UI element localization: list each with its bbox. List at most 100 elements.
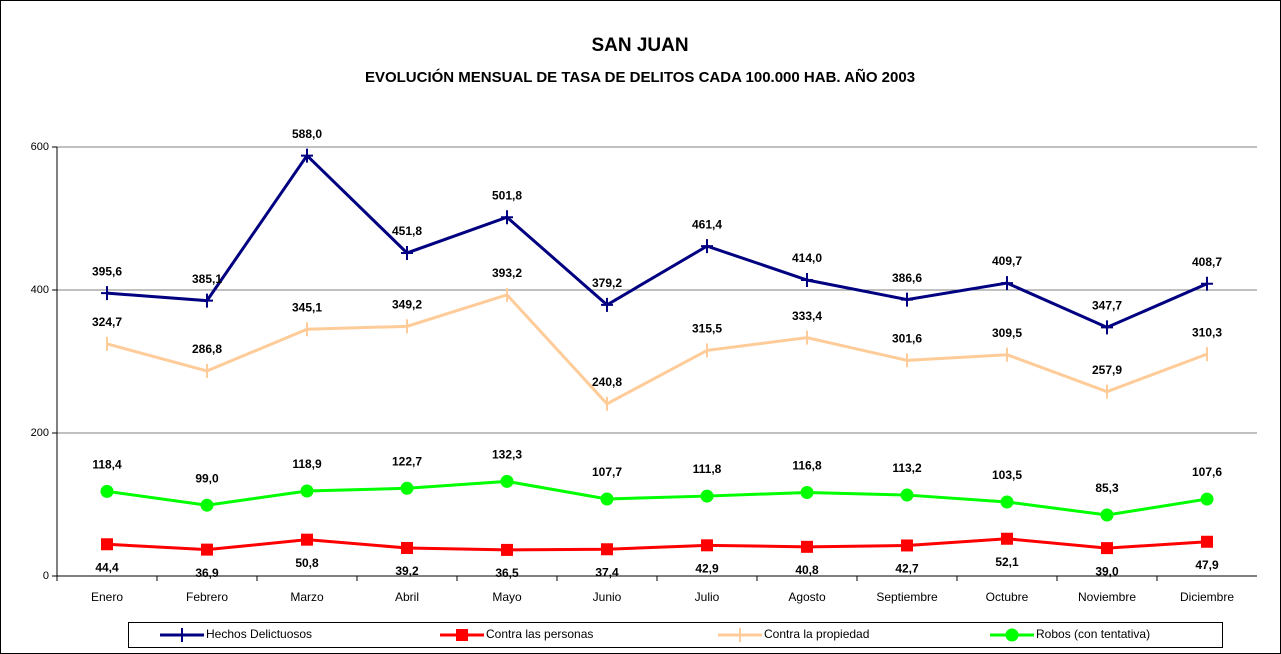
x-tick-label: Agosto (788, 590, 826, 604)
data-point (1100, 508, 1114, 522)
data-label: 111,8 (693, 462, 722, 476)
data-point (900, 488, 914, 502)
data-label: 349,2 (392, 297, 422, 311)
data-label: 118,4 (92, 458, 122, 472)
data-label: 85,3 (1095, 481, 1119, 495)
data-point (1001, 276, 1013, 291)
data-label: 301,6 (892, 332, 922, 346)
data-point (801, 540, 813, 553)
data-label: 309,5 (992, 326, 1022, 340)
data-label: 385,1 (192, 272, 222, 286)
data-point (701, 239, 713, 254)
data-point (300, 484, 314, 498)
legend-marker (176, 628, 188, 642)
data-label: 386,6 (892, 271, 922, 285)
data-label: 99,0 (195, 471, 219, 485)
data-label: 113,2 (892, 461, 922, 475)
series-line (106, 293, 1208, 406)
data-label: 42,7 (895, 562, 919, 576)
data-label: 36,5 (495, 566, 519, 580)
x-tick-label: Julio (695, 590, 720, 604)
legend-marker (1005, 628, 1019, 642)
x-tick-label: Marzo (290, 590, 324, 604)
series-line (106, 153, 1208, 330)
data-label: 345,1 (292, 300, 322, 314)
data-point (801, 272, 813, 287)
x-tick-label: Diciembre (1180, 590, 1234, 604)
data-label: 40,8 (795, 563, 819, 577)
legend-box (128, 622, 1223, 648)
data-label: 315,5 (692, 322, 722, 336)
data-point (700, 489, 714, 503)
data-label: 324,7 (92, 315, 122, 329)
data-label: 36,9 (195, 566, 219, 580)
y-tick-label: 0 (43, 570, 49, 582)
data-point (101, 538, 113, 551)
data-label: 42,9 (695, 561, 719, 575)
y-tick-label: 200 (31, 427, 49, 439)
x-tick-label: Febrero (186, 590, 228, 604)
data-label: 333,4 (792, 309, 822, 323)
x-tick-label: Junio (593, 590, 622, 604)
data-point (100, 484, 114, 498)
data-label: 132,3 (492, 448, 522, 462)
data-point (501, 543, 513, 556)
data-point (401, 541, 413, 554)
data-point (201, 293, 213, 308)
x-tick-label: Septiembre (876, 590, 938, 604)
legend-label: Contra las personas (486, 627, 593, 641)
data-label: 286,8 (192, 342, 222, 356)
data-label: 588,0 (292, 127, 322, 141)
data-point (401, 245, 413, 260)
data-point (800, 485, 814, 499)
data-label: 39,2 (395, 564, 419, 578)
data-point (1201, 276, 1213, 291)
x-tick-label: Noviembre (1078, 590, 1136, 604)
y-tick-label: 600 (31, 141, 49, 153)
data-label: 50,8 (295, 556, 319, 570)
data-point (400, 481, 414, 495)
data-label: 107,6 (1192, 465, 1222, 479)
x-tick-label: Enero (91, 590, 123, 604)
legend-marker (456, 629, 468, 641)
data-label: 310,3 (1192, 325, 1222, 339)
data-point (1001, 532, 1013, 545)
data-point (1101, 320, 1113, 335)
data-label: 118,9 (292, 457, 322, 471)
series-line (106, 537, 1208, 552)
chart-subtitle: EVOLUCIÓN MENSUAL DE TASA DE DELITOS CAD… (365, 68, 915, 86)
data-point (600, 492, 614, 506)
data-point (901, 539, 913, 552)
data-point (701, 539, 713, 552)
data-label: 52,1 (995, 555, 1019, 569)
data-label: 501,8 (492, 188, 522, 202)
data-label: 395,6 (92, 264, 122, 278)
data-point (500, 474, 514, 488)
data-point (1000, 495, 1014, 509)
data-label: 379,2 (592, 276, 622, 290)
data-point (601, 543, 613, 556)
data-label: 103,5 (992, 468, 1022, 482)
data-point (101, 286, 113, 301)
data-point (201, 543, 213, 556)
data-label: 451,8 (392, 224, 422, 238)
data-label: 240,8 (592, 375, 622, 389)
data-point (301, 533, 313, 546)
data-point (1101, 542, 1113, 555)
data-label: 393,2 (492, 266, 522, 280)
legend-label: Contra la propiedad (764, 627, 869, 641)
data-point (901, 292, 913, 307)
data-label: 257,9 (1092, 363, 1122, 377)
data-label: 44,4 (95, 560, 119, 574)
data-point (200, 498, 214, 512)
x-tick-label: Mayo (492, 590, 522, 604)
legend-label: Robos (con tentativa) (1036, 627, 1150, 641)
data-label: 116,8 (792, 459, 822, 473)
series-line (106, 479, 1208, 517)
data-point (301, 148, 313, 163)
data-label: 461,4 (692, 217, 722, 231)
data-label: 409,7 (992, 254, 1022, 268)
data-point (1201, 535, 1213, 548)
